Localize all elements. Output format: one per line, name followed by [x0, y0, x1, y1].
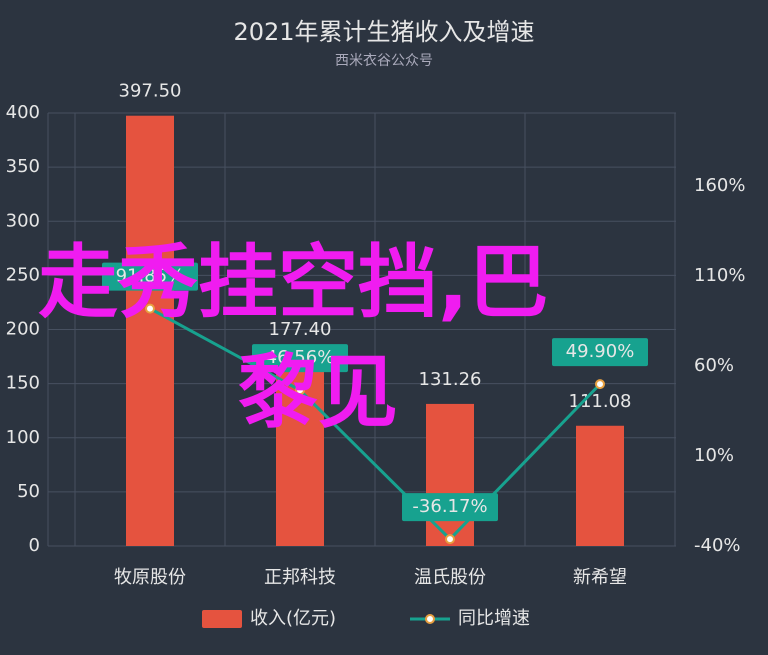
y-tick-label: 350: [6, 156, 40, 177]
y-tick-label: 100: [6, 427, 40, 448]
legend-swatch: [425, 614, 435, 624]
value-label: 177.40: [269, 319, 332, 340]
value-label: 131.26: [419, 369, 482, 390]
y-tick-label: 0: [29, 535, 40, 556]
bar: [576, 425, 624, 546]
bar: [126, 115, 174, 547]
value-label-box: [552, 338, 648, 367]
chart-title: 2021年累计生猪收入及增速: [233, 18, 534, 46]
x-tick-label: 温氏股份: [414, 567, 486, 588]
y-tick-label: 150: [6, 373, 40, 394]
x-tick-label: 新希望: [573, 567, 627, 588]
line-point: [445, 534, 455, 545]
value-label-box: [252, 344, 348, 373]
y-tick-label: 50: [17, 481, 40, 502]
line: [149, 307, 602, 542]
x-tick-label: 正邦科技: [264, 567, 336, 588]
y2-tick-label: 10%: [694, 445, 734, 466]
overlay-text: 走秀挂空挡,巴: [38, 236, 548, 329]
y2-tick-label: 110%: [694, 265, 745, 286]
y-tick-label: 400: [6, 102, 40, 123]
y2-tick-label: -40%: [694, 535, 741, 556]
legend-label: 同比增速: [458, 608, 530, 629]
bar: [426, 403, 474, 546]
value-label: 111.08: [569, 391, 632, 412]
y-tick-label: 300: [6, 210, 40, 231]
y2-tick-label: 160%: [694, 175, 745, 196]
value-label: 46.56%: [266, 347, 335, 368]
x-tick-label: 牧原股份: [114, 567, 186, 588]
value-label-box: [402, 493, 498, 522]
legend-swatch: [202, 610, 242, 628]
legend-label: 收入(亿元): [250, 608, 336, 629]
value-label-box: [102, 262, 198, 291]
y-tick-label: 200: [6, 319, 40, 340]
y2-tick-label: 60%: [694, 355, 734, 376]
overlay-text: 黎见: [238, 346, 398, 439]
chart-subtitle: 西米衣谷公众号: [335, 53, 433, 69]
line-point: [595, 379, 605, 390]
line-point: [145, 303, 155, 314]
value-label: -36.17%: [412, 496, 487, 517]
y-tick-label: 250: [6, 264, 40, 285]
value-label: 397.50: [119, 81, 182, 102]
value-label: 91.85%: [116, 266, 185, 287]
value-label: 49.90%: [566, 341, 635, 362]
line-point: [295, 385, 305, 396]
